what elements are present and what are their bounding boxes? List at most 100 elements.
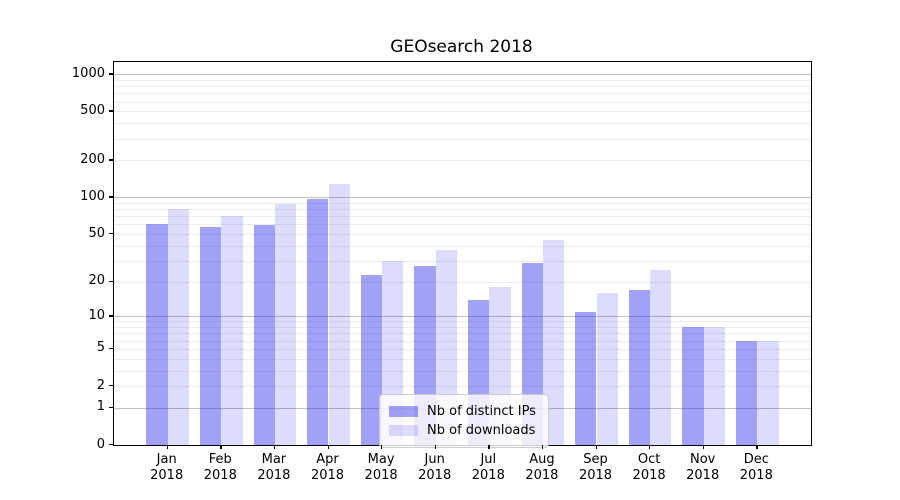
legend-swatch <box>389 406 418 417</box>
y-tick-label: 20 <box>88 273 105 289</box>
y-tick <box>109 159 113 161</box>
y-tick-label: 2 <box>96 377 105 393</box>
grid-line-minor <box>114 111 811 113</box>
x-tick-label: Dec 2018 <box>739 452 773 483</box>
y-tick-label: 50 <box>88 225 105 241</box>
y-tick <box>109 233 113 235</box>
y-tick <box>109 406 113 409</box>
legend-item: Nb of downloads <box>389 421 538 440</box>
x-tick <box>381 445 383 449</box>
y-tick-label: 1000 <box>71 65 105 81</box>
y-tick <box>109 444 113 446</box>
x-tick-label: Jun 2018 <box>418 452 452 483</box>
grid-line-minor <box>114 93 811 95</box>
grid-line-minor <box>114 234 811 235</box>
x-tick-label: Feb 2018 <box>203 452 237 483</box>
y-tick <box>109 73 113 75</box>
grid-line-minor <box>114 260 811 262</box>
x-tick <box>327 445 329 449</box>
y-tick-label: 0 <box>96 436 105 452</box>
bar-nb-of-distinct-ips-jan <box>146 223 168 445</box>
bar-nb-of-downloads-aug <box>542 239 565 445</box>
grid-line-minor <box>114 86 811 88</box>
y-tick <box>109 110 113 112</box>
legend: Nb of distinct IPs Nb of downloads <box>379 394 549 448</box>
grid-line-minor <box>114 216 811 218</box>
x-tick <box>220 445 222 449</box>
bar-nb-of-distinct-ips-may <box>360 274 383 445</box>
grid-line-minor <box>114 245 811 247</box>
bar-nb-of-downloads-jan <box>167 209 190 445</box>
y-tick-label: 10 <box>88 307 105 323</box>
y-tick <box>109 385 113 387</box>
x-tick-label: Jan 2018 <box>150 452 184 483</box>
grid-line-minor <box>114 386 811 387</box>
x-tick-label: Oct 2018 <box>632 452 666 483</box>
y-tick <box>109 315 113 317</box>
grid-line-minor <box>114 333 811 335</box>
x-tick <box>595 445 597 449</box>
bar-nb-of-downloads-sep <box>596 293 618 445</box>
grid-line-minor <box>114 281 811 283</box>
legend-item: Nb of distinct IPs <box>389 402 538 421</box>
bar-nb-of-distinct-ips-feb <box>199 227 222 445</box>
y-tick-label: 100 <box>80 188 105 204</box>
x-tick-label: Apr 2018 <box>310 452 345 483</box>
bar-nb-of-distinct-ips-apr <box>307 199 329 445</box>
x-tick <box>166 445 169 449</box>
x-tick <box>488 445 490 449</box>
grid-line-minor <box>114 321 811 323</box>
grid-line-minor <box>114 348 811 350</box>
plot-area: Nb of distinct IPs Nb of downloads <box>113 61 812 448</box>
bar-nb-of-downloads-oct <box>650 270 672 445</box>
x-tick-label: May 2018 <box>364 452 398 483</box>
x-tick <box>756 445 758 449</box>
grid-line-minor <box>114 327 811 329</box>
bar-nb-of-distinct-ips-mar <box>253 225 275 445</box>
x-tick <box>541 445 544 449</box>
x-tick-label: Nov 2018 <box>686 452 720 483</box>
legend-label: Nb of distinct IPs <box>427 404 536 419</box>
x-tick <box>649 445 651 449</box>
legend-label: Nb of downloads <box>427 423 536 438</box>
grid-line-minor <box>114 370 811 372</box>
grid-line-minor <box>114 358 811 360</box>
grid-line-minor <box>114 160 811 162</box>
bar-nb-of-downloads-dec <box>757 340 779 445</box>
grid-line-minor <box>114 202 811 204</box>
y-tick <box>109 280 113 282</box>
chart-title: GEOsearch 2018 <box>390 37 533 57</box>
bar-nb-of-downloads-apr <box>328 184 350 445</box>
bar-nb-of-distinct-ips-sep <box>575 311 597 445</box>
grid-line-major <box>114 74 811 76</box>
grid-line-minor <box>114 101 811 103</box>
grid-line-major <box>114 197 811 199</box>
y-tick <box>109 196 113 198</box>
y-tick-label: 500 <box>80 102 105 118</box>
x-tick-label: Jul 2018 <box>471 452 505 483</box>
legend-swatch <box>389 425 418 436</box>
bar-nb-of-distinct-ips-nov <box>682 327 704 445</box>
grid-line-minor <box>114 224 811 226</box>
grid-line-minor <box>114 340 811 342</box>
grid-line-minor <box>114 79 811 81</box>
y-tick <box>109 347 113 350</box>
y-tick-label: 5 <box>96 340 105 356</box>
grid-line-major <box>114 316 811 318</box>
grid-line-minor <box>114 209 811 211</box>
x-tick-label: Aug 2018 <box>525 452 559 483</box>
bar-nb-of-distinct-ips-dec <box>735 340 758 445</box>
y-tick-label: 1 <box>96 399 105 415</box>
grid-line-minor <box>114 138 811 140</box>
bar-nb-of-downloads-nov <box>703 327 726 445</box>
bar-nb-of-downloads-feb <box>221 215 243 445</box>
x-tick <box>434 445 437 449</box>
y-tick-label: 200 <box>80 151 105 167</box>
x-tick-label: Mar 2018 <box>257 452 291 483</box>
grid-line-minor <box>114 123 811 125</box>
bar-nb-of-distinct-ips-oct <box>628 289 651 445</box>
x-tick-label: Sep 2018 <box>578 452 613 483</box>
x-tick <box>273 445 276 449</box>
bar-nb-of-downloads-mar <box>274 204 297 445</box>
